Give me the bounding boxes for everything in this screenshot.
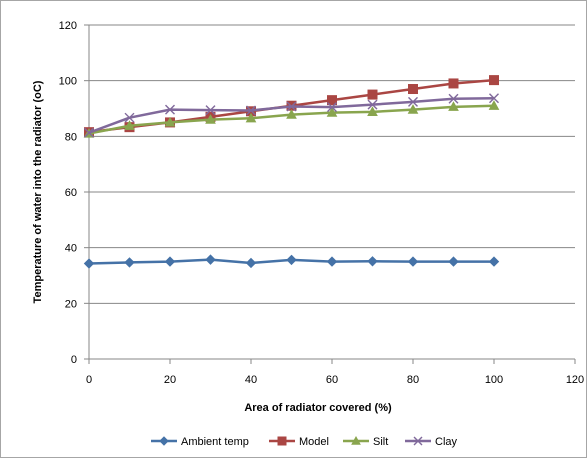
data-point-model-90 bbox=[448, 78, 459, 89]
x-tick-label-0: 0 bbox=[86, 374, 92, 386]
x-tick-label-80: 80 bbox=[407, 374, 419, 386]
series-silt bbox=[83, 100, 500, 138]
data-point-silt-80 bbox=[407, 104, 419, 114]
x-tick-label-40: 40 bbox=[245, 374, 257, 386]
gridlines bbox=[89, 24, 575, 304]
y-tick-label-100: 100 bbox=[59, 76, 77, 88]
legend: Ambient temp Model Silt Clay bbox=[151, 435, 458, 448]
data-point-ambient-temp-90 bbox=[448, 256, 459, 267]
y-axis-ticks: 0 20 40 60 80 100 120 bbox=[59, 20, 89, 366]
y-tick-label-20: 20 bbox=[65, 298, 77, 310]
legend-item-ambient-temp: Ambient temp bbox=[151, 436, 249, 448]
data-point-model-80 bbox=[408, 84, 418, 95]
data-point-silt-50 bbox=[286, 109, 297, 119]
x-tick-label-120: 120 bbox=[566, 374, 584, 386]
data-point-clay-60 bbox=[327, 102, 337, 113]
legend-label-clay: Clay bbox=[435, 436, 458, 448]
series-clay bbox=[84, 93, 499, 138]
data-point-ambient-temp-10 bbox=[124, 257, 135, 268]
x-tick-label-20: 20 bbox=[164, 374, 176, 386]
data-point-ambient-temp-50 bbox=[286, 254, 297, 266]
y-tick-label-0: 0 bbox=[71, 354, 77, 366]
legend-item-silt: Silt bbox=[343, 435, 388, 448]
data-point-clay-80 bbox=[408, 96, 418, 107]
data-point-silt-30 bbox=[205, 114, 216, 124]
y-axis-title: Temperature of water into the radiator (… bbox=[32, 80, 44, 303]
series-lines bbox=[83, 75, 500, 269]
data-point-clay-0 bbox=[84, 127, 94, 138]
x-tick-label-100: 100 bbox=[485, 374, 503, 386]
data-point-silt-70 bbox=[367, 106, 378, 116]
legend-item-model: Model bbox=[269, 436, 329, 448]
data-point-clay-20 bbox=[165, 104, 175, 115]
legend-label-ambient-temp: Ambient temp bbox=[181, 436, 249, 448]
legend-marker-clay bbox=[413, 436, 423, 446]
data-point-ambient-temp-100 bbox=[488, 256, 500, 267]
data-point-clay-70 bbox=[367, 99, 378, 110]
data-point-model-70 bbox=[367, 89, 378, 100]
data-point-ambient-temp-60 bbox=[326, 256, 338, 267]
data-point-silt-10 bbox=[124, 120, 135, 130]
data-point-ambient-temp-70 bbox=[367, 256, 378, 267]
data-point-model-60 bbox=[327, 95, 337, 106]
series-ambient-temp bbox=[83, 254, 500, 269]
y-tick-label-60: 60 bbox=[65, 187, 77, 199]
data-point-silt-60 bbox=[326, 107, 338, 117]
y-tick-label-40: 40 bbox=[65, 243, 77, 255]
legend-marker-ambient-temp bbox=[159, 436, 169, 446]
data-point-clay-10 bbox=[124, 112, 135, 123]
data-point-clay-40 bbox=[246, 105, 256, 116]
data-point-silt-40 bbox=[245, 112, 257, 123]
legend-marker-model bbox=[277, 436, 287, 446]
data-point-silt-20 bbox=[164, 116, 176, 127]
x-axis-title: Area of radiator covered (%) bbox=[244, 402, 392, 414]
legend-marker-silt bbox=[351, 435, 361, 445]
data-point-silt-100 bbox=[488, 100, 500, 110]
data-point-ambient-temp-0 bbox=[83, 258, 95, 269]
legend-item-clay: Clay bbox=[405, 436, 458, 448]
y-tick-label-120: 120 bbox=[59, 20, 77, 32]
data-point-ambient-temp-80 bbox=[407, 256, 419, 267]
data-point-ambient-temp-40 bbox=[245, 257, 257, 269]
data-point-clay-50 bbox=[286, 101, 297, 112]
legend-label-model: Model bbox=[299, 436, 329, 448]
y-tick-label-80: 80 bbox=[65, 131, 77, 143]
data-point-clay-30 bbox=[205, 105, 216, 116]
x-tick-label-60: 60 bbox=[326, 374, 338, 386]
x-axis-ticks: 0 20 40 60 80 100 120 bbox=[86, 359, 584, 386]
data-point-clay-100 bbox=[489, 93, 499, 104]
data-point-ambient-temp-20 bbox=[164, 256, 176, 267]
data-point-clay-90 bbox=[448, 93, 459, 104]
data-point-model-100 bbox=[489, 75, 499, 86]
legend-label-silt: Silt bbox=[373, 436, 388, 448]
data-point-silt-90 bbox=[448, 101, 459, 111]
data-point-ambient-temp-30 bbox=[205, 254, 216, 265]
